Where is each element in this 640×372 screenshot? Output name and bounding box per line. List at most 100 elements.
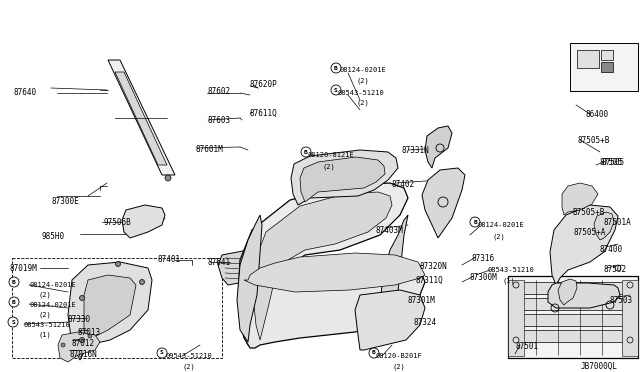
Circle shape <box>157 348 167 358</box>
Circle shape <box>331 85 341 95</box>
Text: 87300E: 87300E <box>52 197 80 206</box>
Bar <box>570 43 638 91</box>
Circle shape <box>115 262 120 266</box>
Circle shape <box>9 297 19 307</box>
Circle shape <box>9 277 19 287</box>
Circle shape <box>165 175 171 181</box>
Text: 87300M: 87300M <box>469 273 497 282</box>
Polygon shape <box>355 290 425 350</box>
Bar <box>514 314 632 326</box>
Text: B7505+B: B7505+B <box>572 208 604 217</box>
Text: 08543-51210: 08543-51210 <box>24 322 71 328</box>
Text: (1): (1) <box>38 332 51 339</box>
Bar <box>508 280 524 356</box>
Text: 09543-51210: 09543-51210 <box>165 353 212 359</box>
Polygon shape <box>548 283 620 308</box>
Text: 87019M: 87019M <box>10 264 38 273</box>
Circle shape <box>79 337 84 343</box>
Polygon shape <box>115 72 167 165</box>
Text: 87601M: 87601M <box>195 145 223 154</box>
Circle shape <box>369 348 379 358</box>
Text: 87505: 87505 <box>600 158 623 167</box>
Bar <box>601 50 613 60</box>
Polygon shape <box>291 150 398 205</box>
Circle shape <box>331 63 341 73</box>
Bar <box>514 282 632 294</box>
Text: 87501: 87501 <box>515 342 538 351</box>
Text: B: B <box>372 350 376 356</box>
Text: B: B <box>12 279 16 285</box>
Text: S: S <box>334 87 338 93</box>
Text: B: B <box>304 150 308 154</box>
Polygon shape <box>84 275 136 340</box>
Text: 87501A: 87501A <box>604 218 632 227</box>
Text: 87301M: 87301M <box>408 296 436 305</box>
Text: 08124-0201E: 08124-0201E <box>29 282 76 288</box>
Circle shape <box>79 295 84 301</box>
Polygon shape <box>253 192 392 340</box>
Text: 87400: 87400 <box>600 245 623 254</box>
Polygon shape <box>244 253 425 292</box>
Text: (1): (1) <box>503 278 516 285</box>
Circle shape <box>61 343 65 347</box>
Text: (2): (2) <box>182 363 195 369</box>
Text: (2): (2) <box>322 163 335 170</box>
Text: 87403M: 87403M <box>376 226 404 235</box>
Text: 08543-51210: 08543-51210 <box>487 267 534 273</box>
Bar <box>12 258 222 358</box>
Text: (2): (2) <box>356 78 369 84</box>
Text: JB7000QL: JB7000QL <box>581 362 618 371</box>
Text: 87505+A: 87505+A <box>574 228 606 237</box>
Polygon shape <box>380 215 408 340</box>
Polygon shape <box>238 183 408 345</box>
Text: 08120-B201F: 08120-B201F <box>376 353 423 359</box>
Polygon shape <box>562 183 598 215</box>
Bar <box>508 276 638 358</box>
Circle shape <box>8 317 18 327</box>
Text: 87311Q: 87311Q <box>416 276 444 285</box>
Bar <box>514 298 632 310</box>
Bar <box>601 62 613 72</box>
Text: 08124-0201E: 08124-0201E <box>340 67 387 73</box>
Text: 87641: 87641 <box>208 258 231 267</box>
Text: 87402: 87402 <box>391 180 414 189</box>
Text: 87620P: 87620P <box>249 80 276 89</box>
Text: (2): (2) <box>356 100 369 106</box>
Polygon shape <box>425 126 452 168</box>
Polygon shape <box>422 168 465 238</box>
Polygon shape <box>58 332 100 362</box>
Text: S: S <box>160 350 164 356</box>
Text: 87016N: 87016N <box>69 350 97 359</box>
Text: 87611Q: 87611Q <box>249 109 276 118</box>
Polygon shape <box>558 279 577 305</box>
Text: 87603: 87603 <box>207 116 230 125</box>
Polygon shape <box>594 212 614 240</box>
Text: 87330: 87330 <box>68 315 91 324</box>
Circle shape <box>88 334 92 338</box>
Text: (2): (2) <box>38 292 51 298</box>
Text: 08124-0201E: 08124-0201E <box>477 222 524 228</box>
Polygon shape <box>122 205 165 238</box>
Text: 86400: 86400 <box>585 110 608 119</box>
Text: 08120-8121E: 08120-8121E <box>308 152 355 158</box>
Text: 08124-0201E: 08124-0201E <box>29 302 76 308</box>
Text: (2): (2) <box>38 312 51 318</box>
Bar <box>514 330 632 342</box>
Text: B: B <box>473 219 477 224</box>
Bar <box>622 280 638 356</box>
Polygon shape <box>550 205 618 285</box>
Text: 985H0: 985H0 <box>41 232 64 241</box>
Text: 87401: 87401 <box>157 255 180 264</box>
Circle shape <box>140 279 145 285</box>
Text: (2): (2) <box>392 363 404 369</box>
Polygon shape <box>108 60 175 175</box>
Text: 87505+B: 87505+B <box>577 136 609 145</box>
Polygon shape <box>300 157 385 202</box>
Text: 87640: 87640 <box>14 88 37 97</box>
Text: B: B <box>334 65 338 71</box>
Text: 87013: 87013 <box>78 328 101 337</box>
Polygon shape <box>218 250 275 285</box>
Polygon shape <box>68 262 152 360</box>
Polygon shape <box>237 215 262 342</box>
Text: 87316: 87316 <box>472 254 495 263</box>
